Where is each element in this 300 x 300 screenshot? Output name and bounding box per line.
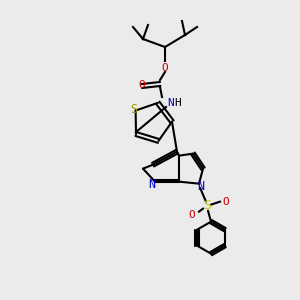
Text: H: H	[174, 98, 181, 108]
Text: O: O	[223, 197, 230, 207]
Text: S: S	[130, 103, 137, 116]
Text: O: O	[139, 80, 145, 90]
Text: O: O	[189, 210, 195, 220]
Text: N: N	[167, 98, 174, 108]
Text: S: S	[203, 199, 211, 212]
Text: O: O	[162, 63, 168, 73]
Text: N: N	[148, 178, 156, 191]
Text: N: N	[197, 180, 205, 193]
